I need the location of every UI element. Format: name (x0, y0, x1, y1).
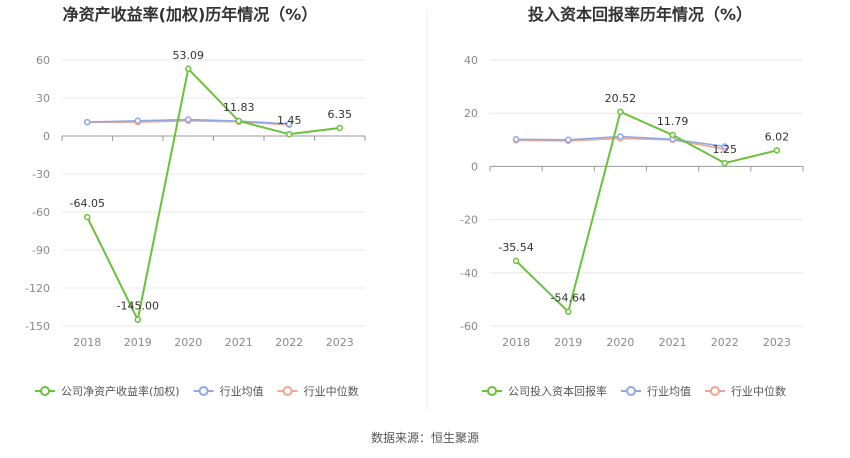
roic-company-point[interactable] (773, 147, 781, 154)
roic-company-point[interactable] (721, 159, 728, 167)
roic-legend-label: 行业均值 (647, 385, 691, 398)
roe-data-label: 1.45 (277, 114, 302, 127)
roe-data-label: -145.00 (117, 300, 159, 313)
roe-y-tick-label: 60 (36, 54, 50, 67)
roe-avg-point[interactable] (84, 118, 91, 126)
roic-avg-point[interactable] (565, 136, 572, 144)
roic-legend-item-median[interactable]: 行业中位数 (705, 384, 786, 398)
roe-x-tick-label: 2021 (225, 336, 253, 349)
roe-avg-point[interactable] (286, 120, 293, 128)
roic-data-label: 1.25 (713, 143, 738, 156)
roe-company-point[interactable] (134, 316, 141, 323)
roic-x-tick-label: 2023 (763, 336, 791, 349)
roe-y-tick-label: 30 (36, 92, 50, 105)
roe-y-tick-label: -90 (32, 244, 50, 257)
roic-x-tick-label: 2020 (606, 336, 634, 349)
roic-data-label: -54.64 (551, 292, 586, 305)
roic-legend-marker (710, 386, 720, 396)
roic-company-point[interactable] (512, 257, 520, 265)
roe-chart-title: 净资产收益率(加权)历年情况（%） (63, 5, 318, 24)
roe-data-label: 11.83 (223, 101, 255, 114)
roe-legend-marker (40, 386, 50, 396)
roic-x-tick-label: 2019 (554, 336, 582, 349)
roic-legend-label: 公司投入资本回报率 (508, 384, 607, 398)
roic-legend-item-avg[interactable]: 行业均值 (621, 385, 691, 398)
roe-y-tick-label: -150 (25, 320, 50, 333)
roe-legend-marker (198, 386, 209, 396)
roe-data-label: -64.05 (70, 197, 105, 210)
roe-legend-item-avg[interactable]: 行业均值 (193, 385, 264, 398)
roic-y-tick-label: -40 (460, 267, 478, 280)
roic-x-tick-label: 2022 (711, 336, 739, 349)
roic-y-tick-label: 0 (471, 160, 478, 173)
roic-chart-title: 投入资本回报率历年情况（%） (528, 5, 752, 24)
roe-legend-label: 行业均值 (220, 385, 264, 398)
roe-company-line (86, 66, 340, 323)
roe-legend-marker (282, 386, 293, 396)
roe-data-label: 6.35 (328, 108, 353, 121)
source-label: 数据来源：恒生聚源 (371, 430, 479, 445)
roe-legend-label: 行业中位数 (304, 384, 359, 398)
roic-y-tick-label: -20 (460, 214, 478, 227)
roe-x-tick-label: 2019 (124, 336, 152, 349)
roic-avg-point[interactable] (512, 136, 520, 143)
roe-y-tick-label: -60 (32, 206, 50, 219)
roe-x-tick-label: 2020 (174, 336, 202, 349)
roe-y-tick-label: -120 (25, 282, 50, 295)
roic-legend-label: 行业中位数 (731, 384, 786, 398)
roe-data-label: 53.09 (173, 49, 205, 62)
roe-legend-item-median[interactable]: 行业中位数 (277, 384, 359, 398)
roe-y-tick-label: -30 (32, 168, 50, 181)
roe-company-point[interactable] (286, 130, 293, 138)
roic-data-label: 20.52 (605, 92, 637, 105)
roic-company-point[interactable] (669, 131, 676, 139)
roe-company-point[interactable] (235, 117, 242, 125)
roic-y-tick-label: 20 (464, 107, 478, 120)
roic-legend-marker (626, 386, 636, 396)
roe-company-point[interactable] (185, 65, 192, 73)
roic-data-label: -35.54 (498, 241, 533, 254)
roic-y-tick-label: 40 (464, 54, 478, 67)
roic-avg-point[interactable] (721, 143, 728, 150)
roic-data-label: 11.79 (657, 115, 689, 128)
roic-company-line (515, 110, 778, 314)
roe-legend-item-company[interactable]: 公司净资产收益率(加权) (35, 384, 180, 398)
roe-avg-point[interactable] (134, 117, 141, 125)
roe-x-tick-label: 2022 (275, 336, 303, 349)
roe-legend-label: 公司净资产收益率(加权) (61, 384, 180, 398)
roe-company-point[interactable] (84, 213, 91, 221)
roic-x-tick-label: 2018 (502, 336, 530, 349)
roic-legend-item-company[interactable]: 公司投入资本回报率 (482, 384, 607, 398)
roic-y-tick-label: -60 (460, 320, 478, 333)
roic-x-tick-label: 2021 (659, 336, 687, 349)
roic-avg-point[interactable] (617, 133, 624, 140)
roe-avg-point[interactable] (185, 116, 192, 123)
roic-chart: 投入资本回报率历年情况（%） 40 20 0 -20 -40 -60 2018 2019 2020… (460, 5, 804, 398)
roic-legend-marker (487, 386, 497, 396)
roe-x-tick-label: 2023 (326, 336, 354, 349)
roic-data-label: 6.02 (765, 130, 790, 143)
roe-y-tick-label: 0 (43, 130, 50, 143)
roe-chart: 净资产收益率(加权)历年情况（%） 60 30 0 -30 -60 -90 -120 -150 2… (25, 5, 366, 398)
roe-x-tick-label: 2018 (73, 336, 101, 349)
roic-company-point[interactable] (565, 308, 572, 315)
roe-company-point[interactable] (336, 124, 343, 132)
roic-company-point[interactable] (617, 108, 624, 116)
